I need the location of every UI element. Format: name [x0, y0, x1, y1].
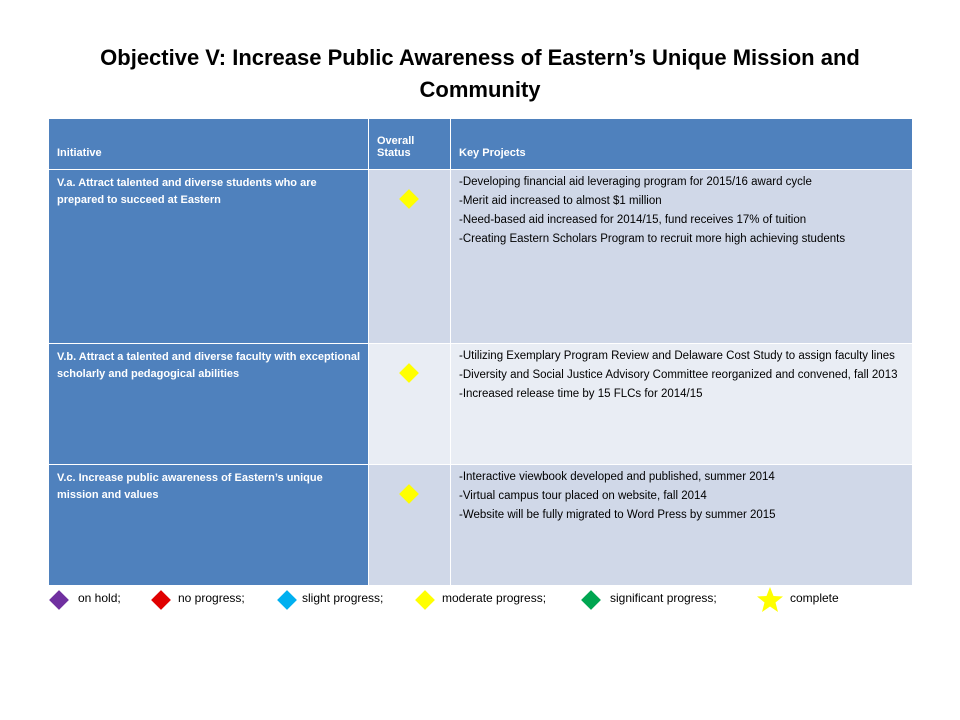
yellow-star-icon	[757, 587, 783, 612]
projects-cell: -Developing financial aid leveraging pro…	[450, 169, 913, 344]
purple-diamond-icon	[49, 590, 69, 610]
legend-label: no progress;	[178, 591, 245, 605]
project-item: -Diversity and Social Justice Advisory C…	[459, 369, 898, 381]
status-cell	[368, 169, 451, 344]
status-cell	[368, 343, 451, 465]
project-item: -Website will be fully migrated to Word …	[459, 509, 776, 521]
projects-cell: -Interactive viewbook developed and publ…	[450, 464, 913, 586]
legend-label: complete	[790, 591, 839, 605]
status-legend: on hold; no progress; slight progress; m…	[48, 586, 912, 614]
header-status: Overall Status	[368, 118, 451, 170]
green-diamond-icon	[581, 590, 601, 610]
status-cell	[368, 464, 451, 586]
blue-diamond-icon	[277, 590, 297, 610]
yellow-diamond-icon	[399, 484, 419, 504]
project-item: -Utilizing Exemplary Program Review and …	[459, 350, 895, 362]
project-item: -Interactive viewbook developed and publ…	[459, 471, 775, 483]
table-header-row: Initiative Overall Status Key Projects	[48, 118, 913, 170]
legend-label: slight progress;	[302, 591, 384, 605]
project-item: -Increased release time by 15 FLCs for 2…	[459, 388, 703, 400]
project-item: -Creating Eastern Scholars Program to re…	[459, 233, 846, 245]
table-row: V.c. Increase public awareness of Easter…	[48, 464, 913, 586]
header-projects: Key Projects	[450, 118, 913, 170]
project-item: -Need-based aid increased for 2014/15, f…	[459, 214, 807, 226]
legend-label: significant progress;	[610, 591, 717, 605]
projects-cell: -Utilizing Exemplary Program Review and …	[450, 343, 913, 465]
project-item: -Virtual campus tour placed on website, …	[459, 490, 707, 502]
yellow-diamond-icon	[415, 590, 435, 610]
red-diamond-icon	[151, 590, 171, 610]
page-title: Objective V: Increase Public Awareness o…	[100, 45, 860, 102]
legend-label: on hold;	[78, 591, 121, 605]
project-item: -Developing financial aid leveraging pro…	[459, 176, 812, 188]
initiative-cell: V.b. Attract a talented and diverse facu…	[48, 343, 369, 465]
legend-label: moderate progress;	[442, 591, 547, 605]
project-item: -Merit aid increased to almost $1 millio…	[459, 195, 662, 207]
yellow-diamond-icon	[399, 189, 419, 209]
initiative-cell: V.c. Increase public awareness of Easter…	[48, 464, 369, 586]
status-table: Initiative Overall Status Key Projects V…	[48, 118, 913, 586]
header-initiative: Initiative	[48, 118, 369, 170]
table-row: V.b. Attract a talented and diverse facu…	[48, 343, 913, 465]
initiative-cell: V.a. Attract talented and diverse studen…	[48, 169, 369, 344]
yellow-diamond-icon	[399, 363, 419, 383]
table-row: V.a. Attract talented and diverse studen…	[48, 169, 913, 344]
